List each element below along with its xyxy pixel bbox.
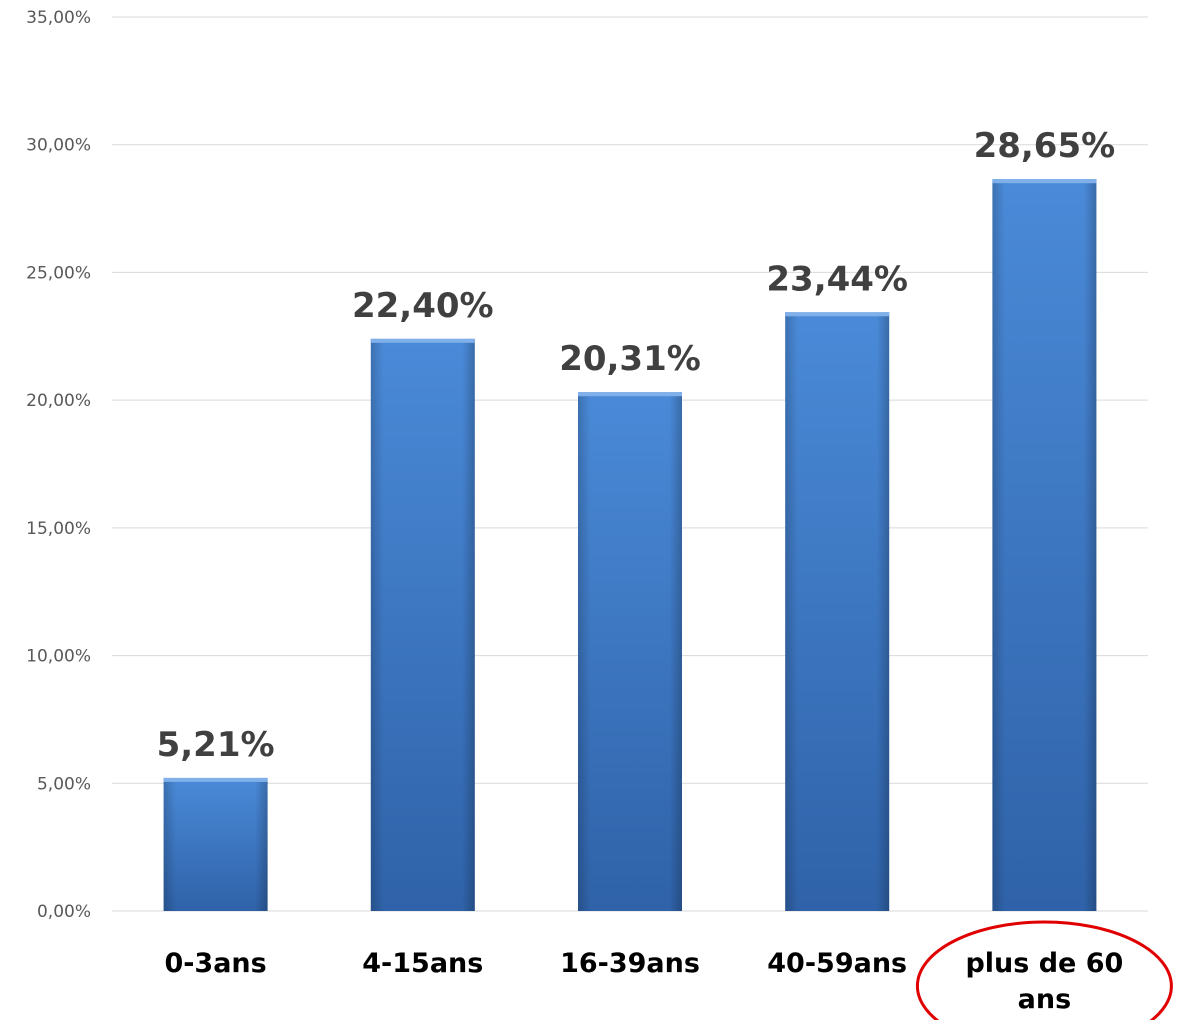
y-tick-label: 35,00% <box>26 8 91 28</box>
y-tick-label: 25,00% <box>26 263 91 283</box>
data-label: 22,40% <box>352 286 494 326</box>
x-tick-label: 16-39ans <box>560 948 700 979</box>
y-tick-label: 0,00% <box>37 902 91 922</box>
bar-top-highlight <box>370 338 475 343</box>
data-label: 28,65% <box>974 126 1116 166</box>
x-tick-label: 40-59ans <box>767 948 907 979</box>
y-tick-label: 20,00% <box>26 391 91 411</box>
data-label: 23,44% <box>766 259 908 299</box>
y-tick-label: 30,00% <box>26 136 91 156</box>
bar-shading <box>163 777 268 911</box>
bar-shading <box>992 179 1097 911</box>
bar-top-highlight <box>163 777 268 782</box>
data-label: 5,21% <box>157 725 275 765</box>
bar-top-highlight <box>785 312 890 317</box>
bar-top-highlight <box>992 179 1097 184</box>
x-axis-category-labels: 0-3ans 4-15ans 16-39ans 40-59ans plus de 60 a… <box>164 948 1123 1015</box>
y-tick-label: 5,00% <box>37 774 91 794</box>
x-tick-label: ans <box>1018 984 1072 1015</box>
bar-top-highlight <box>578 392 682 397</box>
x-tick-label: 4-15ans <box>362 948 483 979</box>
x-tick-label: 0-3ans <box>164 948 266 979</box>
bar-shading <box>785 312 890 912</box>
highlight-ellipse <box>915 920 1173 1020</box>
highlight-annotation <box>915 920 1173 1020</box>
bar-shading <box>370 338 475 912</box>
data-labels: 5,21% 22,40% 20,31% 23,44% 28,65% <box>157 126 1116 765</box>
y-tick-label: 10,00% <box>26 647 91 667</box>
bars <box>163 179 1097 912</box>
y-axis-tick-labels: 0,00% 5,00% 10,00% 15,00% 20,00% 25,00% 30,00%… <box>26 8 91 922</box>
data-label: 20,31% <box>559 339 701 379</box>
bar-shading <box>578 392 682 911</box>
y-tick-label: 15,00% <box>26 519 91 539</box>
x-tick-label: plus de 60 <box>965 948 1123 979</box>
